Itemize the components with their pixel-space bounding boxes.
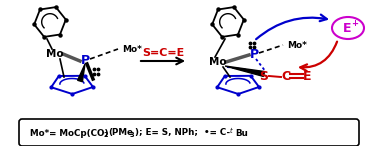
Text: Mo*= MoCp(CO): Mo*= MoCp(CO) — [30, 128, 108, 138]
Text: t: t — [230, 128, 232, 134]
Text: Mo*: Mo* — [122, 46, 142, 54]
Text: Bu: Bu — [235, 128, 248, 138]
Text: 3: 3 — [130, 132, 135, 138]
Text: (PMe: (PMe — [108, 128, 133, 138]
Text: P: P — [249, 48, 259, 61]
Text: +: + — [352, 19, 358, 27]
Text: 2: 2 — [103, 132, 108, 138]
Text: S=C=E: S=C=E — [142, 48, 184, 58]
Text: P: P — [81, 54, 90, 67]
Text: E: E — [303, 69, 311, 82]
Text: ); E= S, NPh;  •= C-: ); E= S, NPh; •= C- — [135, 128, 230, 138]
Ellipse shape — [332, 17, 364, 39]
Text: Mo*: Mo* — [287, 41, 307, 51]
Polygon shape — [225, 66, 265, 77]
Text: Mo: Mo — [209, 57, 227, 67]
Text: Mo: Mo — [46, 49, 64, 59]
Polygon shape — [77, 64, 85, 82]
Text: E: E — [343, 21, 351, 34]
Text: S: S — [260, 69, 268, 82]
FancyBboxPatch shape — [19, 119, 359, 146]
Text: C: C — [282, 69, 291, 82]
